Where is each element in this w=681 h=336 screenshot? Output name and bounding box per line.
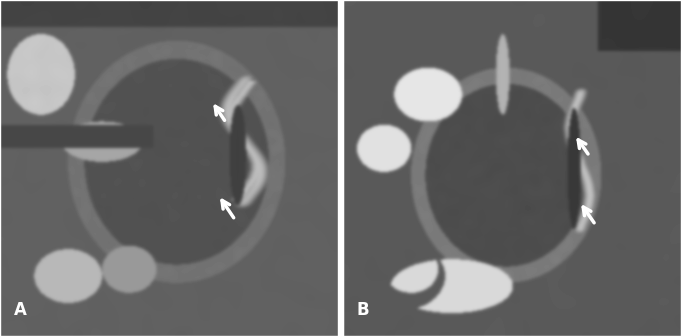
Text: B: B	[356, 301, 368, 319]
Text: A: A	[14, 301, 27, 319]
